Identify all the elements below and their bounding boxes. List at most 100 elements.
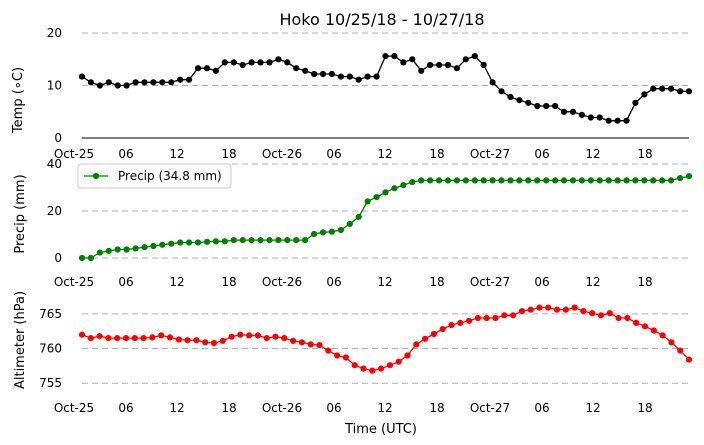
data-point [290, 337, 297, 344]
data-point [105, 247, 112, 254]
data-point [578, 111, 586, 118]
data-point [597, 312, 605, 319]
data-point [587, 177, 594, 184]
data-point [193, 337, 200, 344]
data-point [509, 312, 517, 319]
data-point [439, 326, 446, 333]
x-tick-label: 06 [326, 275, 341, 289]
data-point [131, 335, 138, 342]
data-point [580, 308, 587, 315]
data-point [395, 358, 402, 365]
data-point [386, 362, 393, 369]
data-point [150, 79, 157, 86]
data-point [284, 59, 291, 66]
data-point [221, 238, 228, 245]
data-point [203, 65, 211, 72]
data-point [230, 237, 237, 244]
data-point [668, 177, 675, 184]
data-point [498, 88, 505, 95]
data-point [105, 335, 112, 342]
data-point [87, 79, 94, 86]
data-point [543, 102, 550, 110]
data-point [560, 177, 568, 184]
x-tick-label: 06 [326, 147, 341, 161]
data-point [307, 341, 314, 348]
x-tick-label: 06 [534, 401, 549, 415]
data-point [132, 79, 139, 86]
data-point [328, 70, 335, 78]
data-point [527, 306, 534, 313]
x-tick-label: 18 [221, 275, 236, 289]
data-point [346, 220, 353, 227]
data-point [623, 117, 630, 124]
data-point [246, 332, 253, 339]
data-point [166, 334, 174, 341]
x-tick-label: Oct-27 [470, 401, 510, 415]
data-point [677, 347, 684, 354]
data-point [400, 59, 407, 66]
data-point [474, 314, 481, 322]
data-point [239, 237, 246, 244]
y-tick-label: 755 [39, 376, 62, 390]
data-point [516, 97, 523, 104]
data-point [659, 332, 666, 339]
data-point [203, 238, 211, 245]
data-point [346, 73, 353, 80]
data-point [633, 319, 640, 326]
data-point [641, 323, 649, 330]
x-tick-label: 18 [637, 275, 652, 289]
data-point [293, 65, 300, 72]
data-point [96, 82, 103, 89]
data-point [545, 304, 552, 311]
data-point [263, 335, 270, 342]
data-point [237, 331, 244, 338]
y-axis-label: Precip (mm) [13, 174, 28, 253]
data-point [453, 177, 460, 184]
data-point [355, 213, 362, 220]
data-point [650, 327, 657, 334]
data-point [685, 173, 693, 180]
data-point [480, 61, 487, 69]
data-point [334, 352, 341, 359]
data-point [140, 335, 147, 342]
data-point [641, 177, 648, 184]
data-point [525, 177, 532, 184]
data-point [659, 85, 666, 92]
data-point [364, 198, 371, 205]
data-point [427, 177, 434, 184]
data-point [587, 114, 594, 121]
data-point [311, 230, 318, 238]
data-point [436, 61, 443, 69]
x-tick-label: 18 [637, 401, 652, 415]
data-point [418, 67, 425, 74]
data-point [562, 306, 569, 313]
data-point [319, 229, 327, 236]
y-axis-label: Altimeter (hPa) [13, 291, 28, 389]
data-point [409, 179, 416, 186]
data-point [239, 61, 246, 69]
data-point [444, 61, 452, 69]
data-point [186, 76, 193, 83]
data-point [373, 194, 380, 201]
data-point [614, 177, 621, 184]
x-tick-label: 12 [585, 401, 600, 415]
data-point [141, 79, 148, 86]
data-point [677, 175, 684, 182]
data-point [159, 241, 166, 248]
data-point [677, 88, 684, 95]
data-point [319, 70, 327, 78]
data-point [337, 73, 344, 80]
data-point [311, 70, 318, 78]
data-point [177, 239, 184, 246]
data-point [202, 339, 209, 346]
data-point [466, 317, 473, 324]
data-point [668, 85, 675, 92]
data-point [462, 56, 469, 63]
data-point [430, 330, 437, 338]
data-point [498, 177, 505, 184]
data-point [184, 337, 191, 344]
data-point [194, 65, 202, 72]
data-point [87, 335, 94, 342]
data-point [418, 177, 425, 184]
data-point [275, 237, 282, 244]
